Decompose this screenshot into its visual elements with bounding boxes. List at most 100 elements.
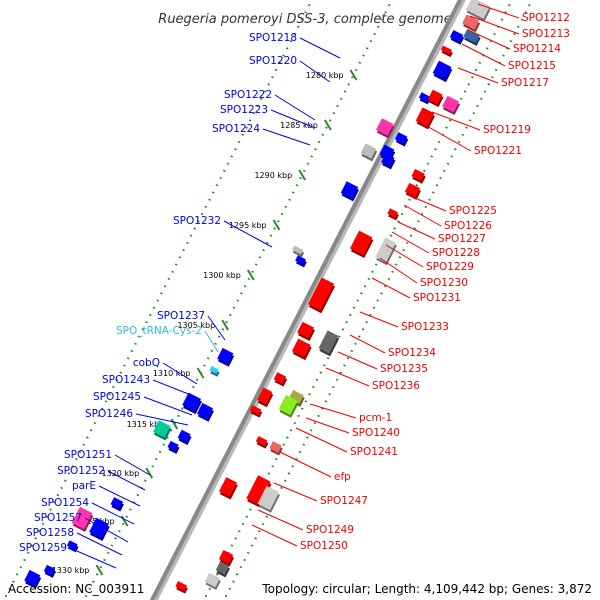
gene-feature [167, 440, 179, 452]
gene-label: SPO1223 [220, 104, 268, 116]
gene-feature [273, 372, 287, 384]
gene-label: SPO1240 [352, 427, 400, 439]
leader-line [461, 43, 506, 67]
gene-label: SPO1227 [438, 233, 486, 245]
gene-feature [418, 92, 430, 102]
leader-line [359, 311, 399, 328]
leader-line [385, 244, 424, 268]
gene-label: SPO1235 [380, 363, 428, 375]
gene-feature [350, 230, 373, 256]
gene-label: SPO1236 [372, 380, 420, 392]
gene-label: SPO1218 [249, 32, 297, 44]
gene-feature [217, 347, 234, 365]
gene-feature [449, 29, 464, 43]
gene-features [24, 0, 491, 594]
gene-feature [269, 441, 282, 453]
gene-feature [175, 581, 188, 591]
leader-line [204, 330, 219, 353]
gene-label: SPO1222 [224, 89, 272, 101]
gene-label: SPO1225 [449, 205, 497, 217]
leader-line [391, 231, 430, 254]
gene-label: SPO1231 [413, 292, 461, 304]
label-leader-lines [69, 3, 520, 569]
leader-line [273, 482, 318, 502]
leader-line [397, 221, 436, 240]
tick-mark [246, 269, 255, 281]
leader-line [223, 220, 273, 248]
gene-feature [360, 143, 377, 159]
leader-line [325, 367, 370, 387]
tick-mark [196, 367, 205, 379]
gene-label: SPO1249 [306, 524, 354, 536]
leader-line [262, 128, 311, 146]
leader-line [424, 124, 472, 152]
accession-text: Accession: NC_003911 [8, 582, 145, 596]
tick-label: 1285 kbp [280, 121, 318, 130]
gene-feature [215, 561, 230, 575]
gene-label: SPO1232 [173, 215, 221, 227]
gene-feature [43, 564, 55, 576]
leader-line [299, 37, 341, 59]
leader-line [274, 94, 316, 121]
gene-label: SPO1247 [320, 495, 368, 507]
gene-label: SPO1215 [508, 60, 556, 72]
gene-label: SPO1234 [388, 347, 436, 359]
gene-feature [255, 436, 268, 446]
tick-label: 1280 kbp [306, 71, 344, 80]
tick-mark [298, 169, 307, 181]
gene-feature [257, 387, 273, 405]
tick-mark [170, 418, 179, 430]
gene-label: SPO1229 [426, 261, 474, 273]
gene-label: efp [334, 471, 351, 483]
gene-label: SPO1246 [85, 408, 133, 420]
gene-feature [463, 28, 480, 44]
tick-mark [120, 515, 129, 527]
gene-feature [295, 255, 306, 265]
leader-line [152, 379, 197, 398]
tick-mark [349, 69, 358, 81]
tick-label: 1290 kbp [254, 171, 292, 180]
gene-label: SPO1241 [350, 446, 398, 458]
gene-feature [442, 95, 460, 113]
gene-feature [318, 330, 339, 354]
tick-label: 1310 kbp [153, 369, 191, 378]
gene-feature [196, 402, 214, 420]
leader-line [305, 417, 350, 434]
gene-feature [387, 208, 399, 218]
gene-label: SPO1226 [444, 220, 492, 232]
gene-feature [278, 394, 298, 416]
gene-feature [257, 485, 280, 511]
map-title: Ruegeria pomeroyi DSS-3, complete genome [158, 12, 451, 27]
gene-feature [440, 45, 452, 55]
tick-label: 1315 kbp [127, 420, 165, 429]
leader-line [251, 524, 298, 547]
tick-label: 1305 kbp [177, 321, 215, 330]
gene-label: SPO1250 [300, 540, 348, 552]
gene-feature [427, 89, 443, 105]
leader-line [407, 194, 447, 212]
gene-label: SPO1224 [212, 123, 260, 135]
leader-line [114, 454, 151, 476]
gene-feature [462, 14, 480, 30]
tick-mark [272, 219, 281, 231]
leader-line [257, 509, 304, 531]
gene-feature [246, 475, 271, 505]
gene-feature [209, 365, 219, 375]
tick-mark [95, 564, 104, 576]
leader-line [403, 204, 442, 227]
gene-label: SPO1214 [513, 43, 561, 55]
leader-line [91, 502, 135, 525]
leader-line [270, 109, 316, 129]
backbone-line [149, 0, 463, 600]
genome-backbone [149, 0, 466, 600]
gene-feature [292, 245, 304, 255]
tick-label: 1320 kbp [101, 469, 139, 478]
tick-label: 1295 kbp [229, 221, 267, 230]
gene-feature [415, 107, 435, 127]
leader-line [337, 351, 378, 370]
leader-line [98, 485, 141, 507]
leader-line [371, 277, 411, 299]
gene-label: SPO_tRNA-Cys-2 [116, 325, 202, 337]
topology-text: Topology: circular; Length: 4,109,442 bp… [262, 582, 592, 596]
